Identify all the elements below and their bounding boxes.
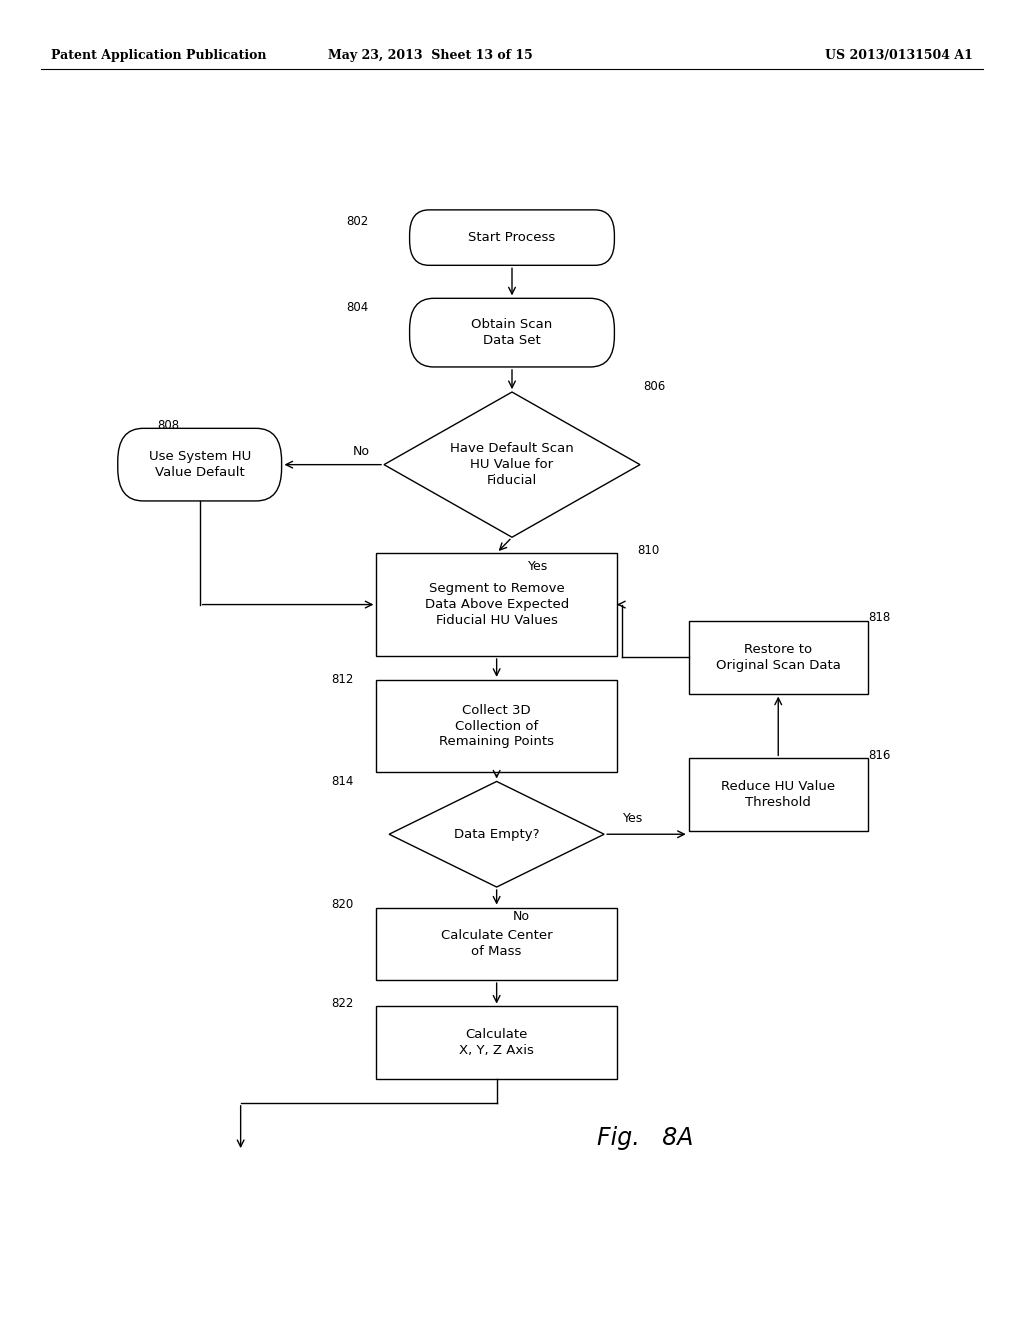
Text: May 23, 2013  Sheet 13 of 15: May 23, 2013 Sheet 13 of 15 xyxy=(328,49,532,62)
Text: 814: 814 xyxy=(331,775,353,788)
Text: Calculate Center
of Mass: Calculate Center of Mass xyxy=(440,929,553,958)
Text: Segment to Remove
Data Above Expected
Fiducial HU Values: Segment to Remove Data Above Expected Fi… xyxy=(425,582,568,627)
Polygon shape xyxy=(384,392,640,537)
Text: Restore to
Original Scan Data: Restore to Original Scan Data xyxy=(716,643,841,672)
Text: Have Default Scan
HU Value for
Fiducial: Have Default Scan HU Value for Fiducial xyxy=(451,442,573,487)
Text: Fig.   8A: Fig. 8A xyxy=(597,1126,693,1150)
Polygon shape xyxy=(389,781,604,887)
Text: 810: 810 xyxy=(637,544,659,557)
Text: 816: 816 xyxy=(868,748,891,762)
Text: 808: 808 xyxy=(157,418,179,432)
Text: Start Process: Start Process xyxy=(468,231,556,244)
Text: 812: 812 xyxy=(331,673,353,686)
Text: Collect 3D
Collection of
Remaining Points: Collect 3D Collection of Remaining Point… xyxy=(439,704,554,748)
FancyBboxPatch shape xyxy=(410,210,614,265)
Text: Use System HU
Value Default: Use System HU Value Default xyxy=(148,450,251,479)
Text: No: No xyxy=(353,445,370,458)
Bar xyxy=(688,622,867,694)
Text: US 2013/0131504 A1: US 2013/0131504 A1 xyxy=(825,49,973,62)
Text: Calculate
X, Y, Z Axis: Calculate X, Y, Z Axis xyxy=(459,1028,535,1057)
Bar xyxy=(377,680,616,772)
Text: 818: 818 xyxy=(868,611,891,624)
Text: Data Empty?: Data Empty? xyxy=(454,828,540,841)
Text: Patent Application Publication: Patent Application Publication xyxy=(51,49,266,62)
Text: No: No xyxy=(513,909,530,923)
Bar xyxy=(377,908,616,979)
Text: 820: 820 xyxy=(331,898,353,911)
FancyBboxPatch shape xyxy=(410,298,614,367)
Text: Yes: Yes xyxy=(528,560,549,573)
Text: Yes: Yes xyxy=(623,812,643,825)
Bar xyxy=(377,553,616,656)
Text: 822: 822 xyxy=(331,997,353,1010)
Bar xyxy=(377,1006,616,1080)
Text: 806: 806 xyxy=(643,380,666,393)
Text: Reduce HU Value
Threshold: Reduce HU Value Threshold xyxy=(721,780,836,809)
Text: 802: 802 xyxy=(346,215,369,228)
Text: Obtain Scan
Data Set: Obtain Scan Data Set xyxy=(471,318,553,347)
Bar xyxy=(688,758,867,832)
FancyBboxPatch shape xyxy=(118,428,282,500)
Text: 804: 804 xyxy=(346,301,369,314)
